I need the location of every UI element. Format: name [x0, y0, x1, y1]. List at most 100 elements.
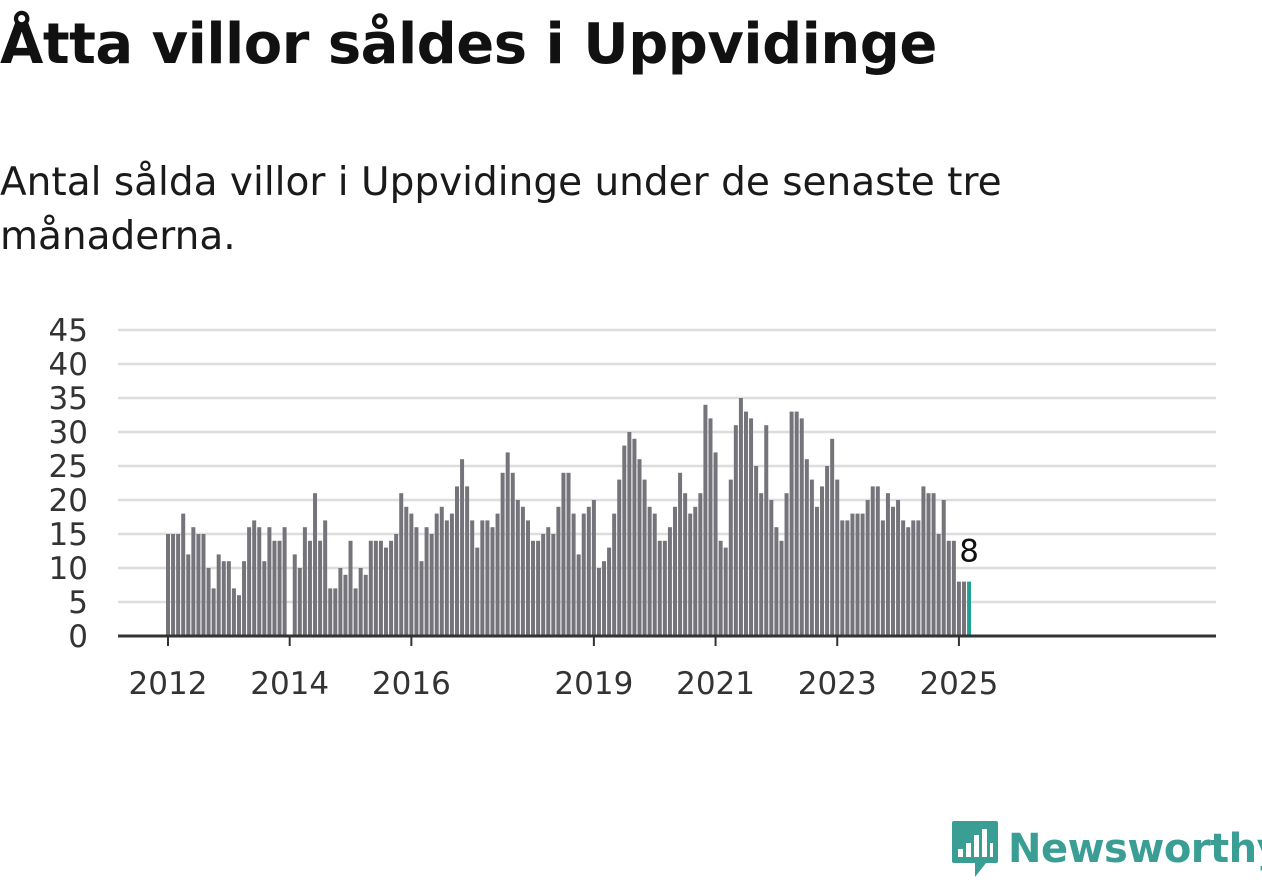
bar [941, 500, 946, 636]
bar [551, 534, 556, 636]
newsworthy-logo-text: Newsworthy [1008, 826, 1262, 872]
bar [931, 493, 936, 636]
bar [541, 534, 546, 636]
y-tick-label: 25 [49, 449, 88, 485]
bar [419, 561, 424, 636]
bar [951, 540, 956, 636]
bar [921, 486, 926, 636]
bar [607, 547, 612, 636]
bar [373, 540, 378, 636]
bar [840, 520, 845, 636]
bar [860, 513, 865, 636]
bar [236, 595, 241, 636]
bar [571, 513, 576, 636]
bar [277, 540, 282, 636]
bar [404, 506, 409, 636]
bar [313, 493, 318, 636]
chart-subtitle: Antal sålda villor i Uppvidinge under de… [0, 160, 1002, 259]
bar [627, 432, 632, 636]
bar [307, 540, 312, 636]
bar [683, 493, 688, 636]
x-tick-label: 2016 [372, 666, 451, 702]
bar [708, 418, 713, 636]
bar [409, 513, 414, 636]
bar [191, 527, 196, 636]
bar [394, 534, 399, 636]
bar [490, 527, 495, 636]
bar [272, 540, 277, 636]
bar [414, 527, 419, 636]
bar [642, 479, 647, 636]
bar [465, 486, 470, 636]
bar [825, 466, 830, 636]
x-axis-tick-labels: 2012 2014 2016 2019 2021 2023 2025 [129, 636, 998, 702]
bar [358, 568, 363, 636]
bar [926, 493, 931, 636]
bar [475, 547, 480, 636]
bar [850, 513, 855, 636]
bar [845, 520, 850, 636]
bar [546, 527, 551, 636]
y-tick-label: 35 [49, 381, 88, 417]
bar [399, 493, 404, 636]
y-tick-label: 20 [49, 483, 88, 519]
bar [916, 520, 921, 636]
highlight-value-label: 8 [959, 534, 979, 570]
bar [389, 540, 394, 636]
x-tick-label: 2023 [798, 666, 877, 702]
bar [171, 534, 176, 636]
bar [424, 527, 429, 636]
bar [880, 520, 885, 636]
bar [809, 479, 814, 636]
bar [166, 534, 170, 636]
bar [693, 506, 698, 636]
bar [434, 513, 439, 636]
y-tick-label: 30 [49, 415, 88, 451]
bar [723, 547, 728, 636]
bar [328, 588, 333, 636]
bar [743, 411, 748, 636]
bar [870, 486, 875, 636]
bar [495, 513, 500, 636]
newsworthy-logo: Newsworthy [950, 818, 1262, 880]
bar [804, 459, 809, 636]
bar [449, 513, 454, 636]
y-tick-label: 40 [49, 347, 88, 383]
bar [749, 418, 754, 636]
bar [703, 404, 708, 636]
bar [576, 554, 581, 636]
bar [759, 493, 764, 636]
bar [292, 554, 297, 636]
bar [581, 513, 586, 636]
bar [814, 506, 819, 636]
bar [632, 438, 637, 636]
bar [216, 554, 221, 636]
bar [961, 581, 966, 636]
bar [901, 520, 906, 636]
bar [378, 540, 383, 636]
bar [637, 459, 642, 636]
bar [733, 425, 738, 636]
bar [231, 588, 236, 636]
bar [774, 527, 779, 636]
bar [936, 534, 941, 636]
bar [784, 493, 789, 636]
x-tick-label: 2014 [250, 666, 329, 702]
bar [779, 540, 784, 636]
bar [591, 500, 596, 636]
bar [855, 513, 860, 636]
y-tick-label: 10 [49, 551, 88, 587]
bar [891, 506, 896, 636]
bar [226, 561, 231, 636]
bar [485, 520, 490, 636]
highlight-bar [967, 581, 972, 636]
bar [561, 472, 566, 636]
bar [181, 513, 186, 636]
bar [201, 534, 206, 636]
bar [439, 506, 444, 636]
bar [865, 500, 870, 636]
bar [368, 540, 373, 636]
bar [196, 534, 201, 636]
bar [505, 452, 510, 636]
bar [348, 540, 353, 636]
